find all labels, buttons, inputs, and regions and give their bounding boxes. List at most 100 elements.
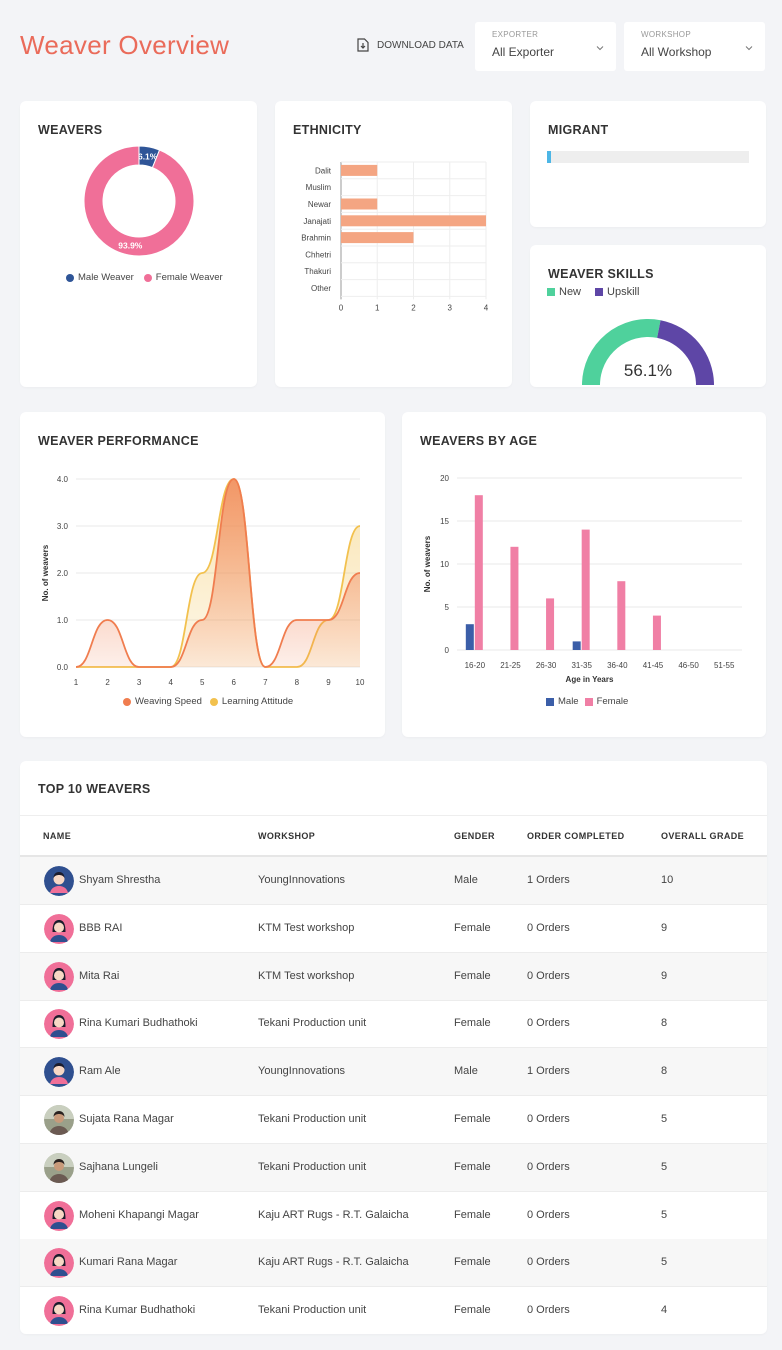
column-header-workshop[interactable]: WORKSHOP: [258, 831, 316, 841]
download-data-button[interactable]: DOWNLOAD DATA: [357, 38, 464, 52]
bar-female-41-45: [652, 615, 661, 650]
chevron-down-icon: [596, 46, 604, 51]
x-tick-label: 3: [448, 303, 453, 312]
area-weaving-speed: [76, 479, 360, 667]
weaver-skills-card-title: WEAVER SKILLS: [548, 267, 654, 281]
x-tick-label: 0: [339, 303, 344, 312]
skills-legend: New Upskill: [547, 286, 639, 298]
cell-gender: Male: [454, 1065, 478, 1078]
age-legend: Male Female: [546, 696, 628, 707]
legend-weaving-speed-dot: [123, 697, 131, 706]
migrant-progress-fill: [547, 151, 552, 163]
top-weavers-card: TOP 10 WEAVERS NAME WORKSHOP GENDER ORDE…: [20, 761, 767, 1334]
top-weavers-card-title: TOP 10 WEAVERS: [38, 782, 151, 796]
column-header-overall-grade[interactable]: OVERALL GRADE: [661, 831, 745, 841]
cell-gender: Female: [454, 1304, 491, 1317]
workshop-select[interactable]: WORKSHOP All Workshop: [624, 22, 765, 71]
column-header-name[interactable]: NAME: [43, 831, 72, 841]
legend-female-swatch: [584, 697, 593, 706]
x-tick-label: 46-50: [678, 661, 699, 670]
legend-male[interactable]: Male: [546, 696, 579, 707]
female-avatar-icon: [44, 1296, 74, 1327]
y-tick-label: Muslim: [306, 183, 332, 192]
cell-workshop: Tekani Production unit: [258, 1017, 367, 1030]
legend-new-swatch: [547, 288, 555, 296]
page-title: Weaver Overview: [20, 30, 230, 60]
migrant-card-title: MIGRANT: [548, 123, 609, 137]
cell-name: Rina Kumar Budhathoki: [79, 1304, 196, 1317]
y-tick-label: Thakuri: [304, 267, 331, 276]
legend-female-label: Female: [596, 696, 629, 707]
ethnicity-bar-chart: 0 1 2 3 4 Dalit Muslim Newar Janajati Brahmin Chhe…: [301, 161, 489, 312]
table-row[interactable]: Rina Kumar Budhathoki Tekani Production u…: [20, 1287, 767, 1334]
legend-learning-attitude-dot: [209, 697, 218, 706]
page-header: Weaver Overview DOWNLOAD DATA EXPORTER A…: [0, 0, 782, 90]
bar-male-31-35: [572, 641, 581, 650]
y-tick-label: 0: [445, 646, 450, 655]
cell-grade: 8: [661, 1065, 668, 1078]
table-row[interactable]: Mita Rai KTM Test workshop Female 0 Orders 9: [20, 952, 767, 1001]
y-tick-label: Dalit: [315, 166, 332, 175]
cell-name: Sujata Rana Magar: [79, 1113, 174, 1125]
x-tick-label: 31-35: [571, 661, 592, 670]
legend-male-swatch: [546, 697, 554, 706]
legend-upskill[interactable]: Upskill: [595, 286, 639, 298]
table-row[interactable]: BBB RAI KTM Test workshop Female 0 Orders 9: [20, 905, 767, 953]
exporter-select-value: All Exporter: [492, 45, 555, 59]
legend-male-weaver-label: Male Weaver: [78, 272, 134, 283]
migrant-card: MIGRANT: [530, 101, 766, 227]
cell-orders: 0 Orders: [527, 1160, 570, 1173]
column-header-order-completed[interactable]: ORDER COMPLETED: [527, 831, 625, 841]
x-tick-label: 1: [74, 678, 79, 687]
y-tick-label: Brahmin: [301, 234, 331, 243]
x-axis-label: Age in Years: [566, 675, 614, 684]
legend-female-weaver[interactable]: Female Weaver: [143, 272, 223, 283]
photo-avatar-icon: [44, 1152, 74, 1183]
cell-name: Ram Ale: [79, 1065, 121, 1078]
chevron-down-icon: [745, 46, 753, 51]
y-tick-label: 0.0: [57, 663, 69, 672]
female-avatar-icon: [44, 1200, 74, 1231]
cell-grade: 5: [661, 1256, 668, 1269]
legend-male-weaver[interactable]: Male Weaver: [66, 272, 134, 283]
table-row[interactable]: Shyam Shrestha YoungInnovations Male 1 Orde…: [20, 857, 767, 905]
exporter-select[interactable]: EXPORTER All Exporter: [475, 22, 616, 71]
legend-upskill-label: Upskill: [607, 286, 640, 298]
legend-upskill-swatch: [595, 288, 604, 296]
x-tick-label: 51-55: [714, 661, 735, 670]
cell-orders: 1 Orders: [527, 1065, 570, 1078]
table-row[interactable]: Moheni Khapangi Magar Kaju ART Rugs - R.T…: [20, 1192, 767, 1240]
bar-male-16-20: [465, 624, 474, 650]
column-header-gender[interactable]: GENDER: [454, 831, 495, 841]
ethnicity-card-title: ETHNICITY: [293, 123, 362, 137]
y-tick-label: 4.0: [57, 475, 69, 484]
cell-gender: Female: [454, 921, 491, 934]
bar-janajati: [341, 215, 486, 227]
table-row[interactable]: Sajhana Lungeli Tekani Production unit Fem…: [20, 1143, 767, 1192]
legend-weaving-speed[interactable]: Weaving Speed: [123, 696, 202, 707]
cell-gender: Male: [454, 874, 478, 886]
y-tick-label: Other: [311, 284, 331, 293]
cell-grade: 5: [661, 1208, 668, 1221]
cell-orders: 0 Orders: [527, 1017, 570, 1030]
table-row[interactable]: Rina Kumari Budhathoki Tekani Production …: [20, 1000, 767, 1049]
legend-new[interactable]: New: [547, 286, 581, 298]
table-row[interactable]: Kumari Rana Magar Kaju ART Rugs - R.T. Ga…: [20, 1239, 767, 1288]
legend-learning-attitude[interactable]: Learning Attitude: [209, 696, 293, 707]
download-data-label: DOWNLOAD DATA: [377, 39, 464, 51]
y-tick-label: 15: [440, 517, 449, 526]
cell-orders: 0 Orders: [527, 1113, 570, 1125]
weavers-by-age-card: WEAVERS BY AGE 0 5 10 15 20 16-20 21-25 26-30 31…: [402, 412, 766, 737]
cell-grade: 5: [661, 1113, 668, 1125]
bar-female-31-35: [581, 529, 590, 650]
table-row[interactable]: Sujata Rana Magar Tekani Production unit F…: [20, 1096, 767, 1144]
skills-gauge-chart: [582, 319, 714, 385]
y-tick-label: 1.0: [57, 616, 69, 625]
legend-female[interactable]: Female: [584, 696, 629, 707]
weavers-donut-chart: 6.1% 93.9%: [83, 145, 195, 257]
x-tick-label: 2: [105, 678, 110, 687]
cell-workshop: Tekani Production unit: [258, 1160, 367, 1173]
bar-female-36-40: [617, 581, 626, 650]
table-row[interactable]: Ram Ale YoungInnovations Male 1 Orders 8: [20, 1048, 767, 1097]
y-tick-label: Newar: [308, 200, 331, 209]
